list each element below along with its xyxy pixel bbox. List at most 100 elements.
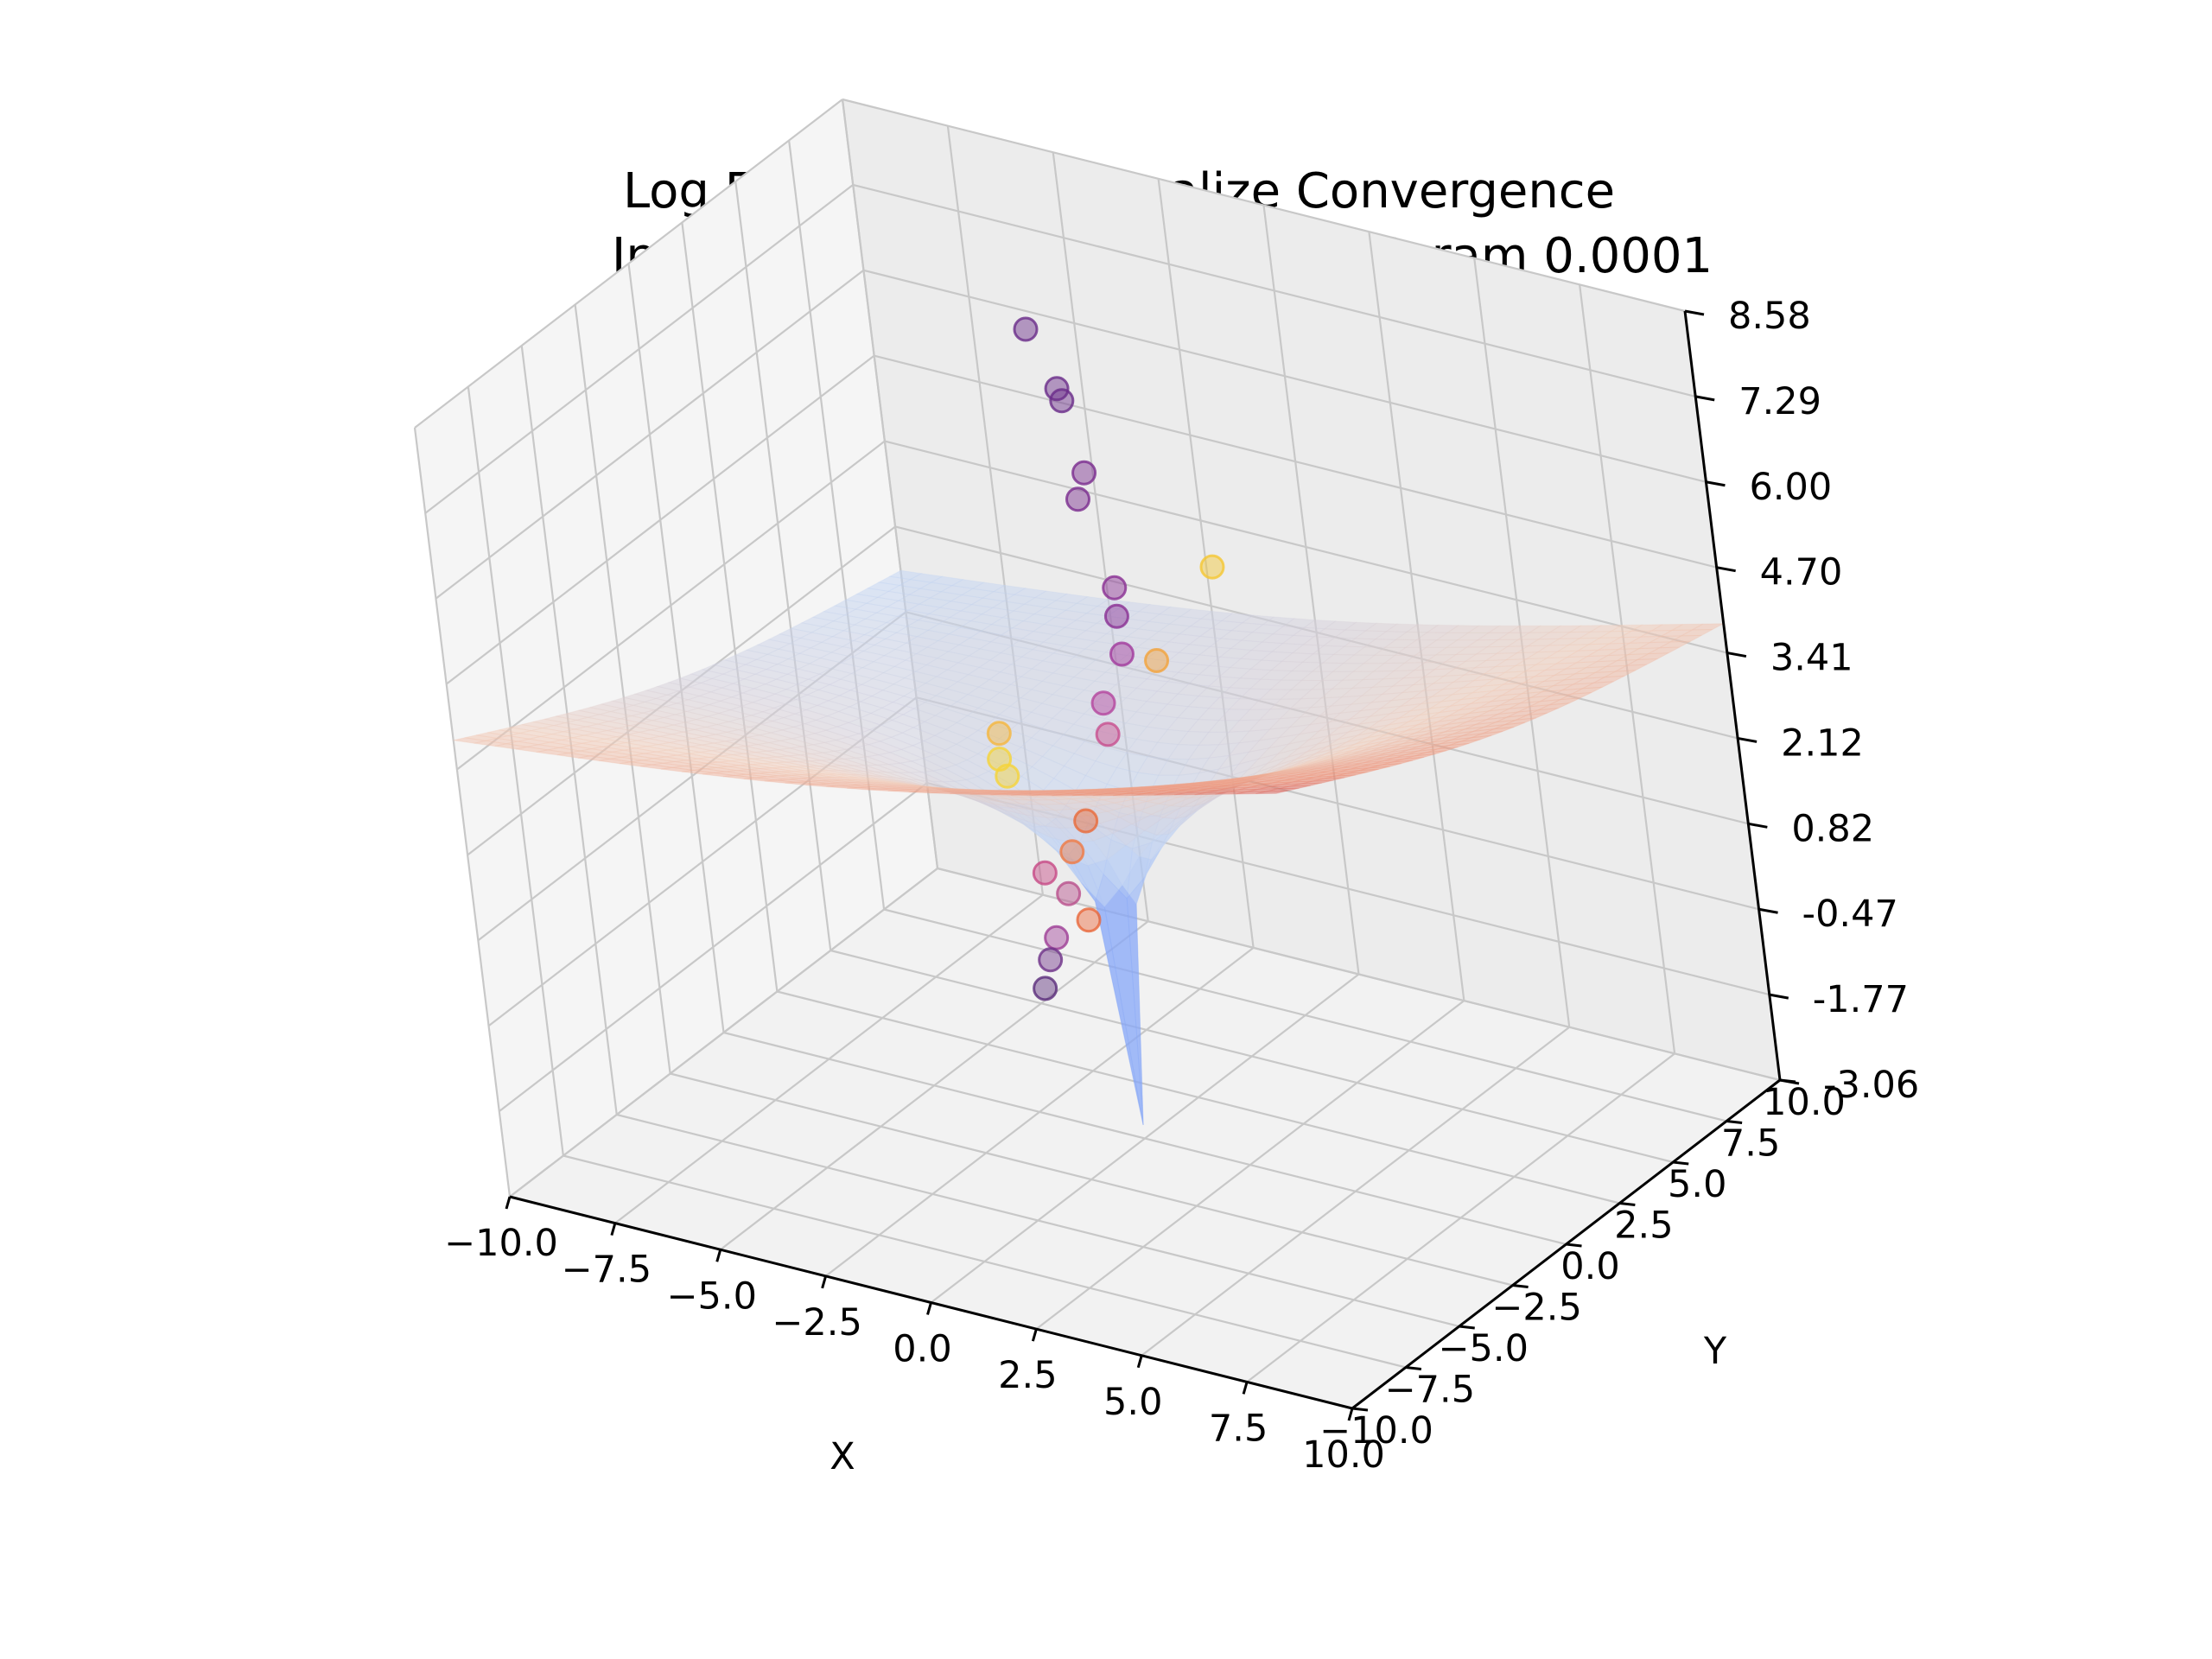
grid-line [563, 1154, 1407, 1369]
y-tick-mark [1619, 1202, 1636, 1206]
grid-line [627, 263, 725, 1033]
x-tick-label: 0.0 [893, 1328, 951, 1371]
z-tick-label: 6.00 [1749, 466, 1832, 509]
trajectory-point [995, 763, 1020, 789]
y-tick-mark [1726, 1120, 1743, 1124]
grid-line [509, 868, 938, 1198]
surface-patch [1560, 692, 1592, 701]
surface-patch [1255, 790, 1288, 795]
grid-line [456, 440, 886, 771]
z-tick-label: 2.12 [1781, 721, 1864, 765]
grid-line [863, 269, 1707, 483]
trajectory-point [1032, 860, 1058, 886]
surface-patch [1504, 717, 1537, 726]
grid-line [874, 354, 1717, 569]
grid-line [937, 867, 1781, 1082]
z-tick-label: 8.58 [1728, 295, 1811, 338]
surface-patch [1648, 646, 1681, 655]
z-tick-mark [1706, 480, 1726, 487]
grid-line [670, 1072, 1513, 1287]
grid-line [884, 440, 1728, 654]
x-tick-mark [715, 1249, 722, 1262]
axes-grid [413, 98, 1782, 1410]
grid-line [413, 427, 512, 1198]
z-tick-label: -3.06 [1823, 1064, 1919, 1107]
surface-patch [1493, 721, 1526, 730]
y-tick-mark [1459, 1325, 1475, 1330]
x-tick-mark [505, 1196, 512, 1210]
z-tick-label: -0.47 [1802, 893, 1898, 936]
trajectory-point [1073, 808, 1099, 834]
z-tick-label: 0.82 [1791, 807, 1874, 850]
grid-line [499, 782, 928, 1112]
surface [453, 569, 1724, 1126]
surface-patch [1482, 727, 1515, 734]
z-tick-label: -1.77 [1813, 978, 1909, 1021]
z-tick-mark [1737, 736, 1758, 743]
trajectory-point [1144, 647, 1170, 673]
y-tick-mark [1673, 1160, 1689, 1166]
surface-patch [1471, 731, 1503, 739]
surface-patch [1335, 772, 1368, 777]
x-tick-mark [1031, 1328, 1038, 1342]
surface-patch [1637, 652, 1669, 660]
grid-line [574, 304, 671, 1074]
x-tick-mark [926, 1302, 932, 1315]
surface-patch [1370, 763, 1402, 769]
surface-patch [1537, 702, 1570, 711]
y-tick-label: −7.5 [1385, 1369, 1475, 1412]
trajectory-points [986, 316, 1225, 1001]
trajectory-point [1038, 947, 1064, 973]
trajectory-point [1109, 641, 1135, 667]
y-tick-mark [1566, 1243, 1582, 1248]
x-tick-mark [1347, 1408, 1354, 1421]
surface-patch [1313, 777, 1345, 782]
z-tick-label: 4.70 [1760, 551, 1843, 594]
surface-patch [1301, 779, 1334, 785]
grid-line [830, 949, 1674, 1164]
y-tick-mark [1351, 1407, 1369, 1412]
grid-line [1368, 231, 1465, 1001]
trajectory-point [1044, 925, 1070, 950]
z-tick-label: 7.29 [1738, 380, 1821, 423]
trajectory-point [1102, 575, 1128, 601]
y-tick-label: 2.5 [1614, 1205, 1673, 1248]
surface-patch [1571, 686, 1603, 695]
grid-line [681, 222, 779, 992]
trajectory-point [1056, 880, 1082, 906]
grid-line [734, 181, 832, 951]
trajectory-point [1076, 907, 1102, 933]
grid-line [435, 269, 865, 600]
y-tick-label: −10.0 [1319, 1409, 1433, 1452]
z-tick-mark [1769, 993, 1789, 1000]
grid-line [445, 354, 875, 685]
x-tick-label: −7.5 [562, 1249, 652, 1292]
trajectory-point [1071, 460, 1097, 486]
trajectory-point [1059, 839, 1085, 865]
x-tick-label: 10.0 [1302, 1433, 1385, 1477]
y-tick-label: 10.0 [1763, 1081, 1846, 1124]
trajectory-point [1199, 554, 1225, 580]
grid-line [852, 183, 1696, 397]
grid-line [1262, 205, 1360, 975]
trajectory-point [1095, 721, 1121, 747]
x-tick-mark [1242, 1381, 1249, 1395]
z-tick-mark [1694, 395, 1715, 402]
surface-patch [1582, 681, 1614, 690]
surface-patch [1516, 712, 1548, 721]
surface-patch [1659, 640, 1691, 649]
grid-line [842, 98, 1686, 313]
z-tick-mark [1726, 652, 1747, 658]
z-tick-label: 3.41 [1770, 637, 1853, 680]
grid-line [467, 386, 564, 1156]
x-tick-mark [610, 1223, 617, 1236]
grid-line [424, 184, 854, 514]
y-axis-label: Y [1703, 1330, 1727, 1373]
trajectory-point [1090, 690, 1116, 716]
y-tick-label: 7.5 [1721, 1122, 1780, 1166]
grid-line [1157, 178, 1255, 949]
y-tick-label: 0.0 [1560, 1245, 1619, 1288]
surface-patch [1381, 760, 1414, 766]
